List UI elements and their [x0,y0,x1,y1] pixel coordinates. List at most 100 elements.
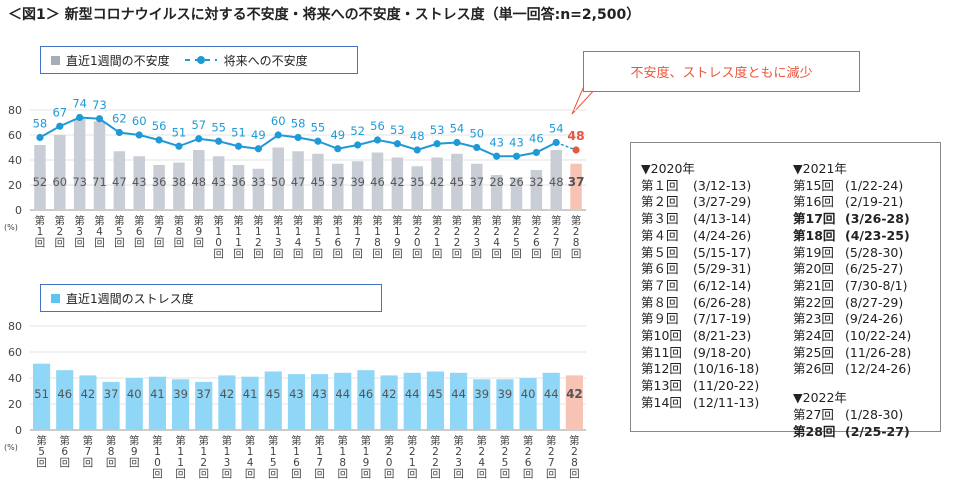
top-x-tick: 第 [134,214,145,227]
schedule-row: 第９回 (7/17-19) [641,311,759,328]
future-point [115,128,123,137]
schedule-round: 第３回 [641,211,679,227]
bottom-x-tick: 5 [502,457,509,469]
bottom-x-tick: 回 [199,468,210,480]
legend-label-anxiety: 直近1週間の不安度 [66,53,170,68]
schedule-heading-2022: ▼2022年 [793,390,847,406]
future-point [453,138,461,147]
anxiety-bar-label: 38 [172,175,187,189]
top-x-tick: 第 [253,214,264,227]
schedule-row: 第16回 (2/19-21) [793,194,911,211]
stress-bar [473,379,491,430]
top-x-tick: 回 [213,248,224,260]
schedule-round: 第15回 [793,177,834,193]
bottom-x-tick: 第 [199,434,210,447]
future-point [76,113,84,122]
schedule-row: 第22回 (8/27-29) [793,295,911,312]
future-point-label: 51 [231,125,246,139]
schedule-date: (7/30-8/1) [845,277,908,293]
future-point [234,142,243,150]
top-x-tick: 回 [134,237,145,249]
bottom-x-tick: 第 [523,434,534,447]
future-point [532,148,540,157]
future-point [135,131,143,139]
top-y-unit: (%) [4,223,18,232]
legend-item-future: 将来への不安度 [184,52,308,69]
bottom-x-tick: 回 [407,468,418,480]
bottom-x-tick: 7 [316,457,323,469]
bottom-x-tick: 第 [338,434,349,447]
anxiety-bar-label: 45 [311,175,326,189]
future-point-label: 46 [529,132,544,146]
bottom-x-tick: 回 [268,468,279,480]
top-y-tick: 60 [8,129,22,142]
top-x-tick: 3 [76,226,83,238]
bottom-x-tick: 4 [247,457,254,469]
future-point-label: 50 [469,127,484,141]
schedule-round: 第22回 [793,294,834,310]
top-x-tick: 6 [533,237,540,249]
top-x-tick: 9 [394,237,401,249]
bottom-x-tick: 回 [106,457,117,469]
bottom-x-tick: 1 [154,446,161,458]
bottom-x-tick: 第 [245,434,256,447]
bottom-x-tick: 1 [409,457,416,469]
stress-bar-label: 37 [104,387,119,401]
bottom-x-tick: 6 [525,457,532,469]
bottom-x-tick: 回 [430,468,441,480]
bottom-x-tick: 2 [525,446,532,458]
bottom-x-tick: 第 [36,434,47,447]
bottom-x-tick: 回 [500,468,511,480]
page-title: ＜図1＞ 新型コロナウイルスに対する不安度・将来への不安度・ストレス度（単一回答… [8,7,641,23]
anxiety-bar [34,145,46,210]
schedule-date: (2/19-21) [845,194,904,210]
future-point-label: 60 [271,114,286,128]
bottom-x-tick: 第 [500,434,511,447]
bottom-x-tick: 1 [177,457,184,469]
top-x-tick: 回 [452,248,463,260]
anxiety-bar [272,147,284,210]
bottom-x-tick: 第 [175,434,186,447]
bottom-x-tick: 0 [154,457,161,469]
anxiety-bar-label: 43 [211,175,226,189]
stress-bar-label: 44 [335,387,350,401]
future-point [215,137,223,145]
anxiety-bar-label: 39 [350,175,365,189]
bottom-x-tick: 1 [363,446,370,458]
stress-bar-label: 42 [220,387,235,401]
future-point-label: 49 [251,128,266,142]
bottom-x-tick: 第 [546,434,557,447]
top-x-tick: 第 [273,214,284,227]
schedule-date: (3/27-29) [693,194,752,210]
future-point [473,143,481,152]
bottom-x-tick: 回 [338,468,349,480]
future-point [354,141,362,149]
top-x-tick: 回 [154,237,165,249]
bottom-x-tick: 回 [523,468,534,480]
top-y-tick: 80 [8,104,22,117]
schedule-date: (7/17-19) [693,311,752,327]
top-x-tick: 1 [215,226,222,238]
bottom-x-tick: 7 [548,457,555,469]
schedule-round: 第14回 [641,394,682,410]
anxiety-bar-label: 43 [132,175,147,189]
anxiety-bar-label: 71 [92,175,107,189]
bottom-x-tick: 5 [270,457,277,469]
stress-bar-label: 44 [544,387,559,401]
bottom-x-tick: 回 [546,468,557,480]
top-y-tick: 40 [8,154,22,167]
anxiety-bar [371,152,384,210]
anxiety-bar-label: 60 [52,175,67,189]
top-x-tick: 1 [354,226,361,238]
schedule-row: 第21回 (7/30-8/1) [793,278,911,295]
top-x-tick: 回 [511,248,522,260]
top-x-tick: 2 [454,237,461,249]
future-point-label: 55 [211,120,226,134]
anxiety-bar [530,170,543,210]
legend-bottom: 直近1週間のストレス度 [40,284,382,312]
top-x-tick: 0 [414,237,421,249]
bottom-x-tick: 第 [477,434,488,447]
future-point-label: 58 [291,117,306,131]
bottom-x-tick: 1 [293,446,300,458]
schedule-2021-2022: ▼2021年 第15回 (1/22-24) 第16回 (2/19-21) 第17回 (3/… [793,161,911,440]
